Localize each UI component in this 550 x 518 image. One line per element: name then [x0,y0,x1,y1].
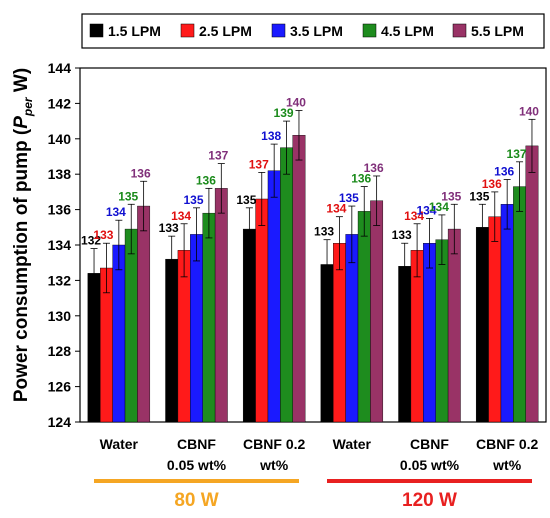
data-label: 134 [429,200,449,214]
bar [500,204,514,423]
bar [280,147,293,423]
legend-label: 3.5 LPM [290,23,343,39]
bar [202,212,216,423]
data-label: 133 [392,228,412,242]
data-label: 134 [416,203,436,217]
data-label: 137 [208,149,228,163]
data-label: 136 [482,177,502,191]
y-tick-label: 140 [48,131,72,147]
data-label: 140 [519,104,539,118]
bar [513,186,526,423]
legend-label: 5.5 LPM [471,23,524,39]
data-label: 134 [404,209,424,223]
legend-swatch [362,23,377,38]
y-title-unit: W) [11,68,32,98]
bar [370,200,384,423]
axes: 124 126 128 130 132 134 136 138 140 142 144 [48,60,547,430]
data-label: 135 [469,189,489,203]
x-tick-label: CBNF [410,436,449,452]
data-label: 136 [494,165,514,179]
data-label: 134 [106,205,126,219]
data-label: 132 [81,234,101,248]
bar [488,216,502,423]
bar [242,228,256,423]
bar [475,227,489,423]
y-tick-label: 124 [48,414,72,430]
bars [87,110,539,423]
bar [292,135,306,423]
bar [190,234,203,423]
y-axis-title: Power consumption of pump (Pper W) [11,68,35,402]
bar [214,188,228,423]
bar [124,228,138,423]
bar [165,258,179,423]
y-tick-label: 138 [48,166,72,182]
bar [435,239,449,423]
y-title-main: Power consumption of pump ( [11,128,32,402]
data-label: 138 [261,129,281,143]
data-label: 133 [93,228,113,242]
y-tick-label: 142 [48,95,72,111]
legend-swatch [180,23,195,38]
bar [137,205,151,423]
x-tick-label: CBNF 0.2 [243,436,305,452]
data-label: 137 [249,157,269,171]
x-tick-label: 0.05 wt% [167,457,227,473]
legend-swatch [89,23,104,38]
y-tick-label: 130 [48,308,72,324]
bar [357,211,371,423]
group-label: 80 W [174,490,218,511]
y-title-subscript: per [21,96,35,117]
y-tick-label: 144 [48,60,72,76]
data-label: 136 [351,172,371,186]
y-tick-label: 126 [48,379,72,395]
group-labels: 80 W 120 W [94,479,532,511]
legend: 1.5 LPM 2.5 LPM 3.5 LPM 4.5 LPM 5.5 LPM [81,13,545,49]
legend-label: 1.5 LPM [108,23,161,39]
y-tick-label: 128 [48,343,72,359]
x-tick-label: wt% [259,457,289,473]
data-label: 133 [159,221,179,235]
data-label: 139 [274,106,294,120]
bar [112,244,126,423]
legend-label: 2.5 LPM [199,23,252,39]
legend-swatch [271,23,286,38]
data-label: 136 [364,161,384,175]
x-tick-label: 0.05 wt% [400,457,460,473]
bar [423,243,436,423]
legend-box [81,13,545,49]
y-tick-label: 136 [48,202,72,218]
data-label: 135 [236,193,256,207]
x-tick-label: CBNF [177,436,216,452]
x-tick-label: wt% [492,457,522,473]
y-title-symbol: P [11,116,32,129]
x-axis-labels: Water CBNF 0.05 wt% CBNF 0.2 wt% Water CBNF 0.0… [100,436,539,473]
data-label: 135 [441,189,461,203]
legend-swatch [452,23,467,38]
bar [255,198,269,423]
data-label: 140 [286,95,306,109]
bar [447,228,461,423]
group-label: 120 W [402,490,457,511]
data-label: 137 [507,147,527,161]
data-label: 134 [326,202,346,216]
data-label: 134 [171,209,191,223]
data-label: 135 [183,193,203,207]
data-label: 133 [314,225,334,239]
bar [267,170,281,423]
data-label: 136 [196,173,216,187]
data-label: 136 [131,166,151,180]
y-tick-label: 132 [48,272,72,288]
data-labels: 1321331341351361331341351361371351371381… [81,95,539,247]
x-tick-label: Water [333,436,372,452]
data-label: 135 [339,191,359,205]
y-tick-label: 134 [48,237,72,253]
x-tick-label: Water [100,436,139,452]
x-tick-label: CBNF 0.2 [476,436,538,452]
data-label: 135 [118,189,138,203]
legend-label: 4.5 LPM [381,23,434,39]
bar [525,145,539,423]
